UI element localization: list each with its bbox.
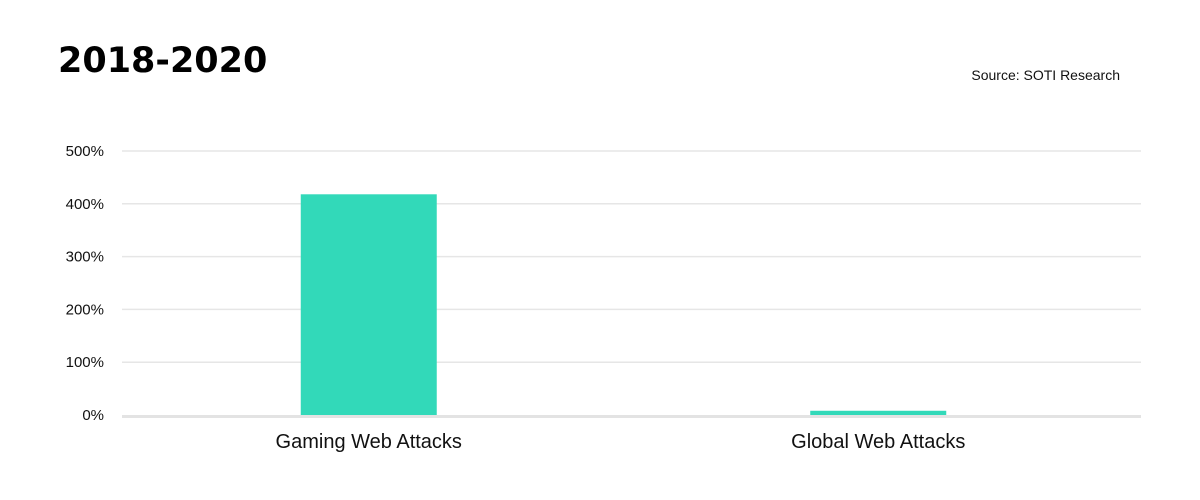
y-tick-label: 500% [66,143,104,160]
bar-global-web-attacks [810,410,947,415]
y-tick-label: 200% [66,301,104,318]
x-category-label: Gaming Web Attacks [276,431,462,453]
axes: 0% 100% 200% 300% 400% 500% Gaming Web Attacks… [66,143,1141,453]
y-tick-label: 300% [66,249,104,266]
chart-source-note: Source: SOTI Research [971,67,1120,83]
bars [300,194,947,415]
y-tick-label: 400% [66,196,104,213]
bar-gaming-web-attacks [300,194,437,415]
y-tick-label: 0% [82,407,104,424]
y-tick-label: 100% [66,354,104,371]
gridlines [122,150,1141,363]
x-category-label: Global Web Attacks [791,431,965,453]
chart-title: 2018-2020 [58,41,268,81]
